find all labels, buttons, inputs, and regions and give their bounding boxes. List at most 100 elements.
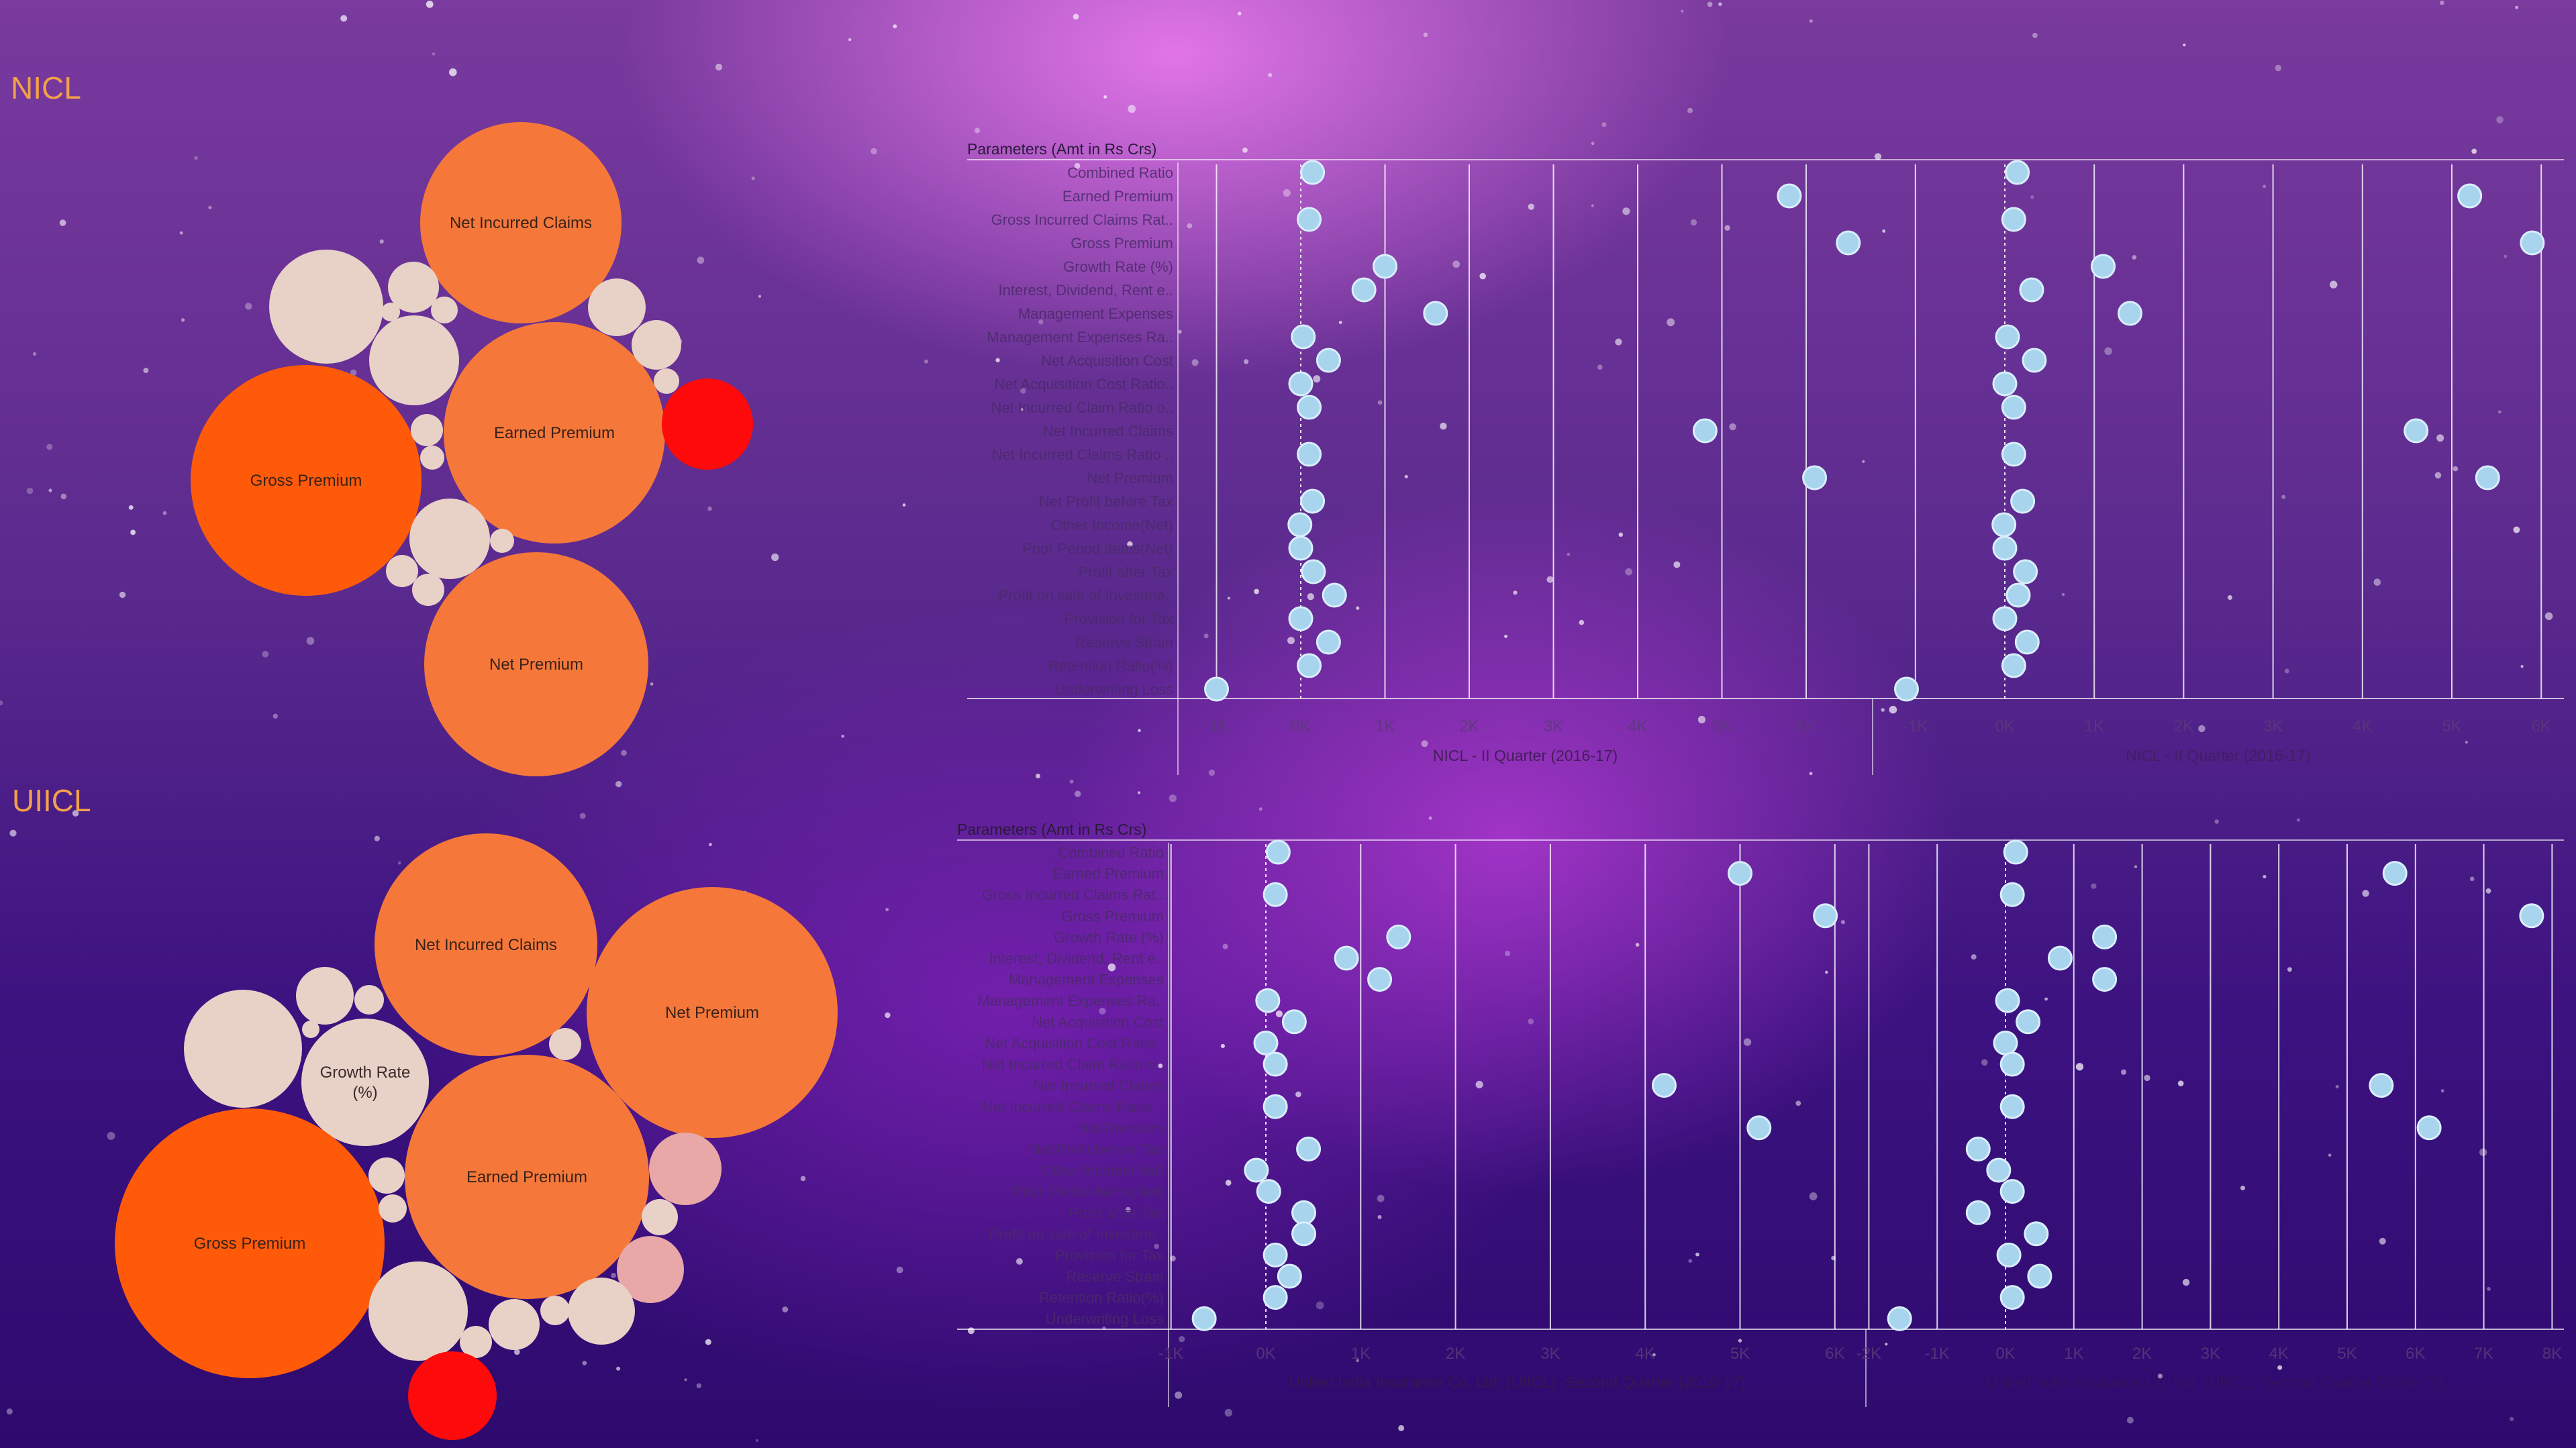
nicl-bubble[interactable] <box>412 574 444 606</box>
uiicl-bubble[interactable] <box>549 1028 581 1060</box>
data-point[interactable] <box>2457 183 2483 209</box>
data-point[interactable] <box>2001 442 2026 467</box>
data-point[interactable] <box>1992 371 2018 397</box>
uiicl-bubble-circle[interactable] <box>184 990 302 1108</box>
data-point[interactable] <box>1836 230 1861 256</box>
data-point[interactable] <box>2047 945 2073 971</box>
data-point[interactable] <box>1367 967 1393 992</box>
data-point[interactable] <box>1999 1285 2025 1310</box>
uiicl-bubble[interactable] <box>408 1351 497 1440</box>
data-point[interactable] <box>1244 1157 1269 1183</box>
data-point[interactable] <box>2520 230 2545 256</box>
nicl-bubble[interactable] <box>386 555 418 587</box>
data-point[interactable] <box>2092 924 2118 949</box>
nicl-bubble-circle[interactable] <box>269 250 383 364</box>
uiicl-bubble[interactable] <box>568 1278 635 1345</box>
data-point[interactable] <box>1999 1179 2025 1204</box>
uiicl-bubble-circle[interactable] <box>489 1299 540 1350</box>
data-point[interactable] <box>1999 882 2025 907</box>
data-point[interactable] <box>1992 606 2018 631</box>
data-point[interactable] <box>1351 277 1377 303</box>
data-point[interactable] <box>2091 254 2116 279</box>
data-point[interactable] <box>1373 254 1397 279</box>
data-point[interactable] <box>1256 1179 1281 1204</box>
data-point[interactable] <box>2016 1009 2041 1035</box>
data-point[interactable] <box>2001 653 2026 678</box>
data-point[interactable] <box>2382 861 2408 886</box>
uiicl-bubble-circle[interactable] <box>115 1108 385 1378</box>
uiicl-bubble-circle[interactable] <box>617 1236 684 1303</box>
nicl-bubble-circle[interactable] <box>444 322 665 544</box>
data-point[interactable] <box>2404 418 2429 444</box>
data-point[interactable] <box>1995 988 2020 1013</box>
data-point[interactable] <box>1316 629 1341 655</box>
data-point[interactable] <box>1255 988 1281 1013</box>
uiicl-bubble[interactable] <box>368 1157 405 1194</box>
data-point[interactable] <box>2416 1115 2442 1141</box>
uiicl-bubble[interactable]: Gross Premium <box>115 1108 385 1378</box>
data-point[interactable] <box>2024 1221 2049 1247</box>
data-point[interactable] <box>1262 882 1288 907</box>
data-point[interactable] <box>1300 488 1326 514</box>
uiicl-bubble-circle[interactable] <box>354 985 384 1015</box>
data-point[interactable] <box>1297 653 1322 678</box>
data-point[interactable] <box>1999 1094 2025 1119</box>
data-point[interactable] <box>1386 924 1411 949</box>
data-point[interactable] <box>2117 301 2142 326</box>
uiicl-bubble[interactable]: Growth Rate (%) <box>301 1019 429 1146</box>
data-point[interactable] <box>2022 348 2047 373</box>
data-point[interactable] <box>2001 395 2026 420</box>
uiicl-bubble-circle[interactable] <box>460 1326 492 1358</box>
data-point[interactable] <box>1651 1073 1677 1098</box>
nicl-bubble-circle[interactable] <box>386 555 418 587</box>
nicl-bubble[interactable]: Earned Premium <box>444 322 665 544</box>
nicl-bubble[interactable] <box>369 315 459 405</box>
data-point[interactable] <box>2369 1073 2394 1098</box>
data-point[interactable] <box>2010 488 2036 514</box>
data-point[interactable] <box>1281 1009 1307 1035</box>
data-point[interactable] <box>1965 1200 1991 1225</box>
data-point[interactable] <box>1893 676 1919 702</box>
data-point[interactable] <box>2014 629 2040 655</box>
data-point[interactable] <box>2092 967 2118 992</box>
nicl-bubble[interactable] <box>662 378 753 470</box>
data-point[interactable] <box>1291 1200 1317 1225</box>
data-point[interactable] <box>1288 371 1314 397</box>
data-point[interactable] <box>2001 207 2026 232</box>
uiicl-bubble-circle[interactable] <box>649 1133 722 1205</box>
uiicl-bubble[interactable]: Net Premium <box>587 887 838 1138</box>
uiicl-bubble-circle[interactable] <box>568 1278 635 1345</box>
data-point[interactable] <box>1887 1306 1912 1331</box>
data-point[interactable] <box>2003 839 2028 865</box>
data-point[interactable] <box>2475 465 2500 490</box>
data-point[interactable] <box>2019 277 2044 303</box>
nicl-bubble-circle[interactable] <box>662 378 753 470</box>
uiicl-bubble[interactable] <box>460 1326 492 1358</box>
nicl-bubble-circle[interactable] <box>632 320 681 370</box>
uiicl-bubble-circle[interactable] <box>301 1019 429 1146</box>
nicl-bubble[interactable] <box>381 303 400 321</box>
nicl-bubble[interactable]: Gross Premium <box>191 365 422 596</box>
data-point[interactable] <box>1265 839 1291 865</box>
uiicl-bubble-circle[interactable] <box>540 1296 570 1325</box>
uiicl-bubble-circle[interactable] <box>368 1261 468 1361</box>
nicl-bubble-circle[interactable] <box>369 315 459 405</box>
uiicl-bubble-circle[interactable] <box>296 967 354 1025</box>
uiicl-bubble[interactable] <box>368 1261 468 1361</box>
nicl-bubble[interactable] <box>632 320 681 370</box>
uiicl-bubble-circle[interactable] <box>549 1028 581 1060</box>
uiicl-bubble[interactable] <box>489 1299 540 1350</box>
uiicl-bubble[interactable] <box>649 1133 722 1205</box>
data-point[interactable] <box>1262 1051 1288 1077</box>
uiicl-bubble-circle[interactable] <box>642 1199 678 1235</box>
uiicl-bubble[interactable] <box>184 990 302 1108</box>
uiicl-bubble[interactable] <box>296 967 354 1025</box>
data-point[interactable] <box>1728 861 1752 886</box>
nicl-bubble[interactable] <box>654 368 679 394</box>
data-point[interactable] <box>1813 903 1838 929</box>
data-point[interactable] <box>2005 160 2030 185</box>
data-point[interactable] <box>1995 324 2020 350</box>
data-point[interactable] <box>1297 442 1322 467</box>
data-point[interactable] <box>1262 1285 1288 1310</box>
nicl-bubble[interactable] <box>409 499 490 579</box>
